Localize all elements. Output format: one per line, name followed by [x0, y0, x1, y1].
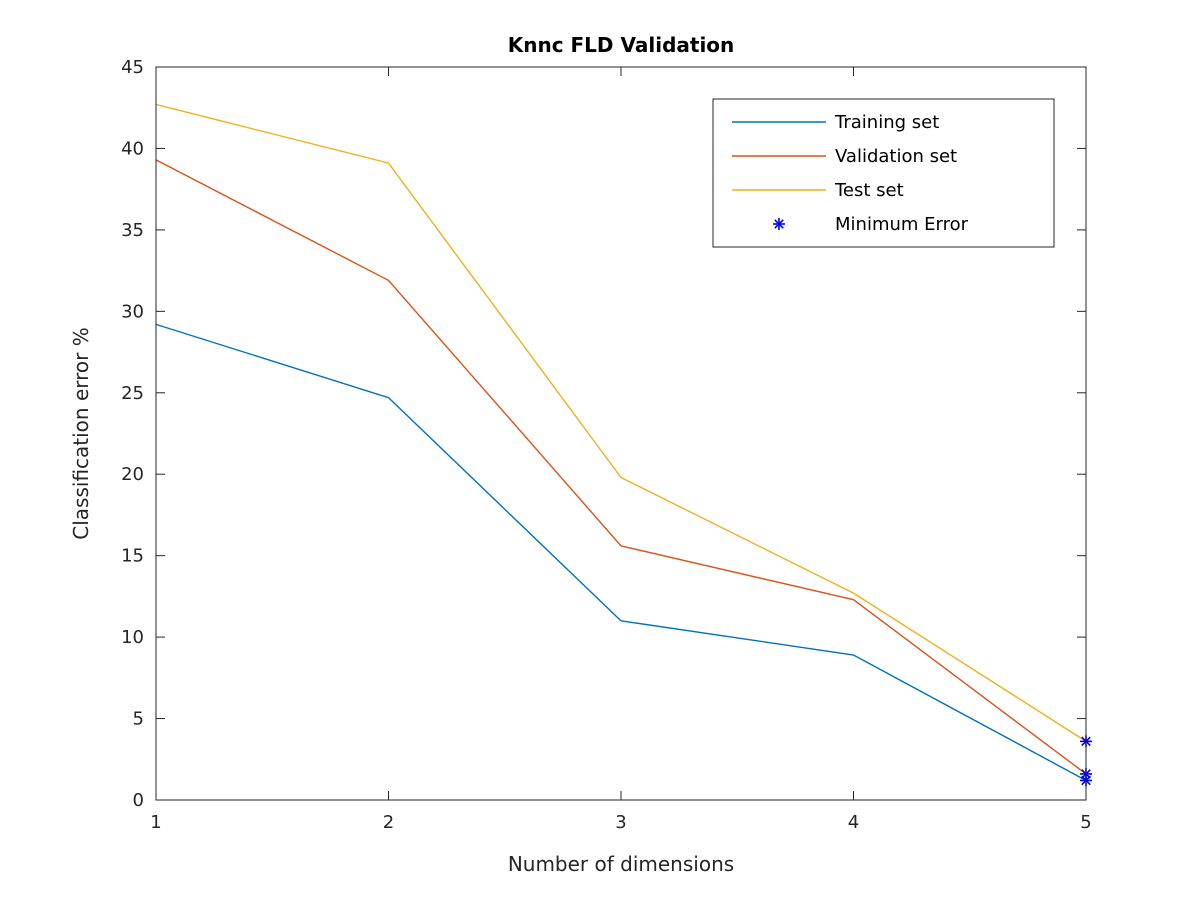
- legend-item: Training set: [732, 112, 939, 133]
- series-line-0: [155, 323, 1087, 782]
- x-tick-label: 2: [383, 812, 394, 833]
- y-tick-label: 35: [121, 220, 144, 241]
- plot-lines: [155, 103, 1087, 782]
- x-tick-label: 1: [150, 812, 161, 833]
- legend-box: [712, 98, 1055, 248]
- y-tick-label: 0: [133, 790, 144, 811]
- legend-label: Validation set: [835, 146, 957, 167]
- y-tick-label: 25: [121, 383, 144, 404]
- series-line-2: [155, 103, 1087, 742]
- chart-title: Knnc FLD Validation: [508, 33, 735, 57]
- legend: Training set Validation set Test set Minimu…: [712, 98, 1055, 248]
- y-tick-label: 15: [121, 546, 144, 567]
- legend-item: Validation set: [732, 146, 957, 167]
- x-tick-label: 4: [848, 812, 859, 833]
- legend-label: Training set: [834, 112, 939, 133]
- y-tick-label: 5: [133, 709, 144, 730]
- y-tick-label: 45: [121, 57, 144, 78]
- legend-item: Minimum Error: [773, 214, 969, 235]
- legend-label: Minimum Error: [835, 214, 969, 235]
- y-tick-label: 10: [121, 627, 144, 648]
- y-tick-label: 30: [121, 301, 144, 322]
- legend-marker-swatch: [773, 218, 785, 230]
- y-axis-title: Classification error %: [69, 327, 93, 539]
- series-line-1: [155, 159, 1087, 775]
- x-tick-label: 3: [615, 812, 626, 833]
- y-tick-label: 20: [121, 464, 144, 485]
- y-tick-label: 40: [121, 138, 144, 159]
- x-tick-label: 5: [1080, 812, 1091, 833]
- x-axis-title: Number of dimensions: [508, 852, 734, 876]
- legend-label: Test set: [834, 180, 904, 201]
- legend-item: Test set: [732, 180, 904, 201]
